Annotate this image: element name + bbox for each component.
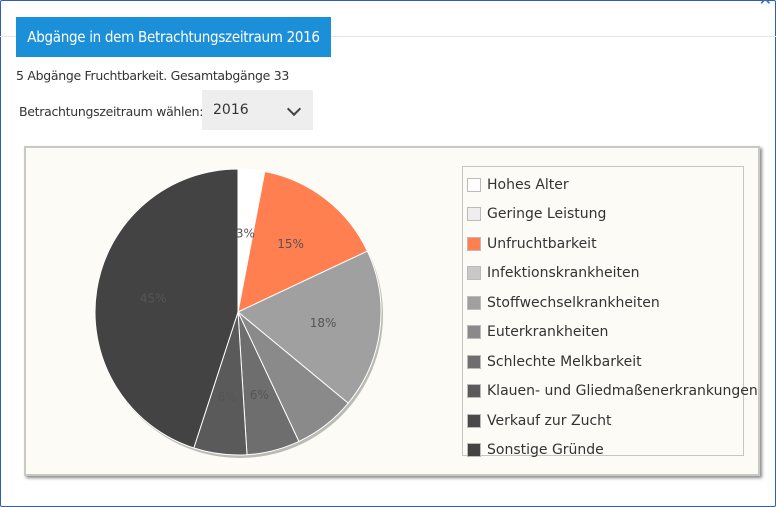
pie-chart: 3% 15% 18% 6% 6% 45% [94,168,383,458]
legend-label: Klauen- und Gliedmaßenerkrankungen [487,383,758,400]
pie-slice[interactable] [94,168,239,449]
legend-label: Sonstige Gründe [487,442,604,459]
legend-swatch [467,177,481,192]
legend-item[interactable]: Unfruchtbarkeit [463,229,743,259]
legend-label: Unfruchtbarkeit [487,235,597,252]
legend-label: Euterkrankheiten [487,324,609,341]
period-select[interactable]: 2016 [202,90,313,130]
legend-item[interactable]: Hohes Alter [463,170,743,200]
legend-swatch [467,207,481,222]
pie-slice-label: 45% [140,292,167,306]
pie-slice-label: 6% [250,388,269,402]
legend-swatch [467,266,481,281]
pie-slice-label: 6% [218,390,237,404]
legend-item[interactable]: Stoffwechselkrankheiten [463,288,743,318]
legend-label: Schlechte Melkbarkeit [487,353,642,370]
legend-item[interactable]: Sonstige Gründe [463,436,743,466]
dialog-title-tab[interactable]: Abgänge in dem Betrachtungszeitraum 2016 [16,17,331,57]
close-icon[interactable]: ✕ [759,0,772,8]
chart-panel: 3% 15% 18% 6% 6% 45% Hohes Alter Geringe Leist… [24,146,760,476]
legend-item[interactable]: Euterkrankheiten [463,318,743,348]
legend-item[interactable]: Infektionskrankheiten [463,259,743,289]
period-label: Betrachtungszeitraum wählen: [19,104,204,119]
legend-swatch [467,443,481,458]
chevron-down-icon [286,101,302,117]
legend-swatch [467,325,481,340]
legend-swatch [467,236,481,251]
pie-slice-label: 3% [236,227,255,241]
legend-item[interactable]: Klauen- und Gliedmaßenerkrankungen [463,377,758,407]
pie-slice-label: 15% [277,237,304,251]
tab-bar [0,36,776,37]
legend-label: Geringe Leistung [487,206,607,223]
period-value: 2016 [213,102,249,118]
legend-label: Infektionskrankheiten [487,265,640,282]
legend-item[interactable]: Schlechte Melkbarkeit [463,347,743,377]
legend-label: Stoffwechselkrankheiten [487,294,660,311]
legend-swatch [467,384,481,399]
pie-slice[interactable] [237,170,369,313]
pie-slice[interactable] [237,250,382,404]
legend-item[interactable]: Geringe Leistung [463,200,743,230]
legend-item[interactable]: Verkauf zur Zucht [463,406,743,436]
legend-label: Hohes Alter [487,176,569,193]
chart-legend: Hohes Alter Geringe Leistung Unfruchtbarke… [462,166,758,458]
legend-swatch [467,295,481,310]
legend-swatch [467,413,481,428]
summary-text: 5 Abgänge Fruchtbarkeit. Gesamtabgänge 3… [16,68,290,83]
pie-slice-label: 18% [310,316,337,330]
legend-swatch [467,354,481,369]
legend-label: Verkauf zur Zucht [487,412,612,429]
